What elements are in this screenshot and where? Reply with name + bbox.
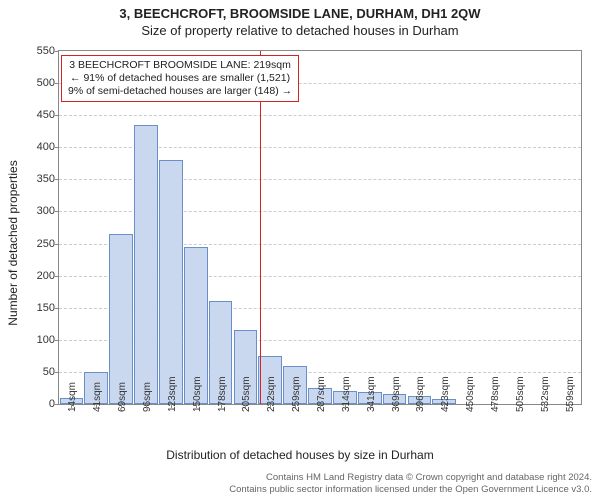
x-tick-mark — [171, 404, 172, 408]
x-tick-label: 478sqm — [490, 376, 501, 412]
x-tick-label: 69sqm — [117, 382, 128, 412]
x-tick-mark — [96, 404, 97, 408]
y-tick-label: 200 — [21, 270, 55, 282]
x-tick-label: 205sqm — [241, 376, 252, 412]
y-tick-label: 500 — [21, 77, 55, 89]
x-tick-label: 123sqm — [167, 376, 178, 412]
x-tick-label: 532sqm — [540, 376, 551, 412]
y-tick-mark — [55, 308, 59, 309]
x-tick-label: 314sqm — [341, 376, 352, 412]
x-tick-mark — [71, 404, 72, 408]
y-tick-label: 100 — [21, 334, 55, 346]
y-tick-mark — [55, 340, 59, 341]
y-tick-mark — [55, 404, 59, 405]
y-tick-mark — [55, 372, 59, 373]
footer-line: Contains public sector information licen… — [8, 484, 592, 496]
x-tick-label: 369sqm — [391, 376, 402, 412]
histogram-plot: 05010015020025030035040045050055014sqm41… — [58, 50, 582, 405]
x-tick-mark — [221, 404, 222, 408]
x-tick-mark — [444, 404, 445, 408]
x-tick-label: 150sqm — [192, 376, 203, 412]
x-tick-label: 232sqm — [266, 376, 277, 412]
y-tick-label: 400 — [21, 141, 55, 153]
x-tick-label: 341sqm — [366, 376, 377, 412]
x-tick-mark — [121, 404, 122, 408]
footer-line: Contains HM Land Registry data © Crown c… — [8, 472, 592, 484]
x-tick-mark — [494, 404, 495, 408]
y-tick-mark — [55, 211, 59, 212]
x-tick-mark — [245, 404, 246, 408]
y-tick-label: 0 — [21, 398, 55, 410]
y-tick-label: 550 — [21, 45, 55, 57]
x-tick-mark — [320, 404, 321, 408]
page-title: 3, BEECHCROFT, BROOMSIDE LANE, DURHAM, D… — [0, 6, 600, 21]
annotation-line: 3 BEECHCROFT BROOMSIDE LANE: 219sqm — [68, 59, 292, 72]
y-tick-label: 150 — [21, 302, 55, 314]
reference-line — [260, 51, 261, 404]
x-tick-mark — [419, 404, 420, 408]
x-tick-label: 178sqm — [217, 376, 228, 412]
y-tick-mark — [55, 51, 59, 52]
y-tick-mark — [55, 147, 59, 148]
y-tick-mark — [55, 179, 59, 180]
y-tick-label: 250 — [21, 238, 55, 250]
x-axis-label: Distribution of detached houses by size … — [0, 448, 600, 462]
x-tick-mark — [196, 404, 197, 408]
y-tick-label: 350 — [21, 173, 55, 185]
annotation-line: ← 91% of detached houses are smaller (1,… — [68, 72, 292, 85]
x-tick-label: 423sqm — [440, 376, 451, 412]
x-tick-mark — [146, 404, 147, 408]
y-tick-mark — [55, 83, 59, 84]
x-tick-mark — [370, 404, 371, 408]
x-tick-label: 505sqm — [515, 376, 526, 412]
x-tick-mark — [469, 404, 470, 408]
x-tick-mark — [270, 404, 271, 408]
x-tick-mark — [345, 404, 346, 408]
y-tick-mark — [55, 276, 59, 277]
annotation-box: 3 BEECHCROFT BROOMSIDE LANE: 219sqm ← 91… — [61, 55, 299, 102]
x-tick-label: 396sqm — [415, 376, 426, 412]
x-tick-label: 41sqm — [92, 382, 103, 412]
x-tick-mark — [569, 404, 570, 408]
annotation-line: 9% of semi-detached houses are larger (1… — [68, 85, 292, 98]
x-tick-label: 259sqm — [291, 376, 302, 412]
footer-credits: Contains HM Land Registry data © Crown c… — [8, 472, 592, 496]
histogram-bar — [109, 234, 133, 404]
x-tick-mark — [395, 404, 396, 408]
gridline — [59, 115, 581, 116]
x-tick-label: 450sqm — [465, 376, 476, 412]
histogram-bar — [134, 125, 158, 404]
y-tick-label: 300 — [21, 205, 55, 217]
y-tick-label: 50 — [21, 366, 55, 378]
page-subtitle: Size of property relative to detached ho… — [0, 23, 600, 38]
x-tick-label: 14sqm — [67, 382, 78, 412]
y-tick-label: 450 — [21, 109, 55, 121]
x-tick-mark — [544, 404, 545, 408]
histogram-bar — [159, 160, 183, 404]
x-tick-mark — [295, 404, 296, 408]
x-tick-mark — [519, 404, 520, 408]
x-tick-label: 559sqm — [565, 376, 576, 412]
y-tick-mark — [55, 244, 59, 245]
y-tick-mark — [55, 115, 59, 116]
x-tick-label: 96sqm — [142, 382, 153, 412]
x-tick-label: 287sqm — [316, 376, 327, 412]
